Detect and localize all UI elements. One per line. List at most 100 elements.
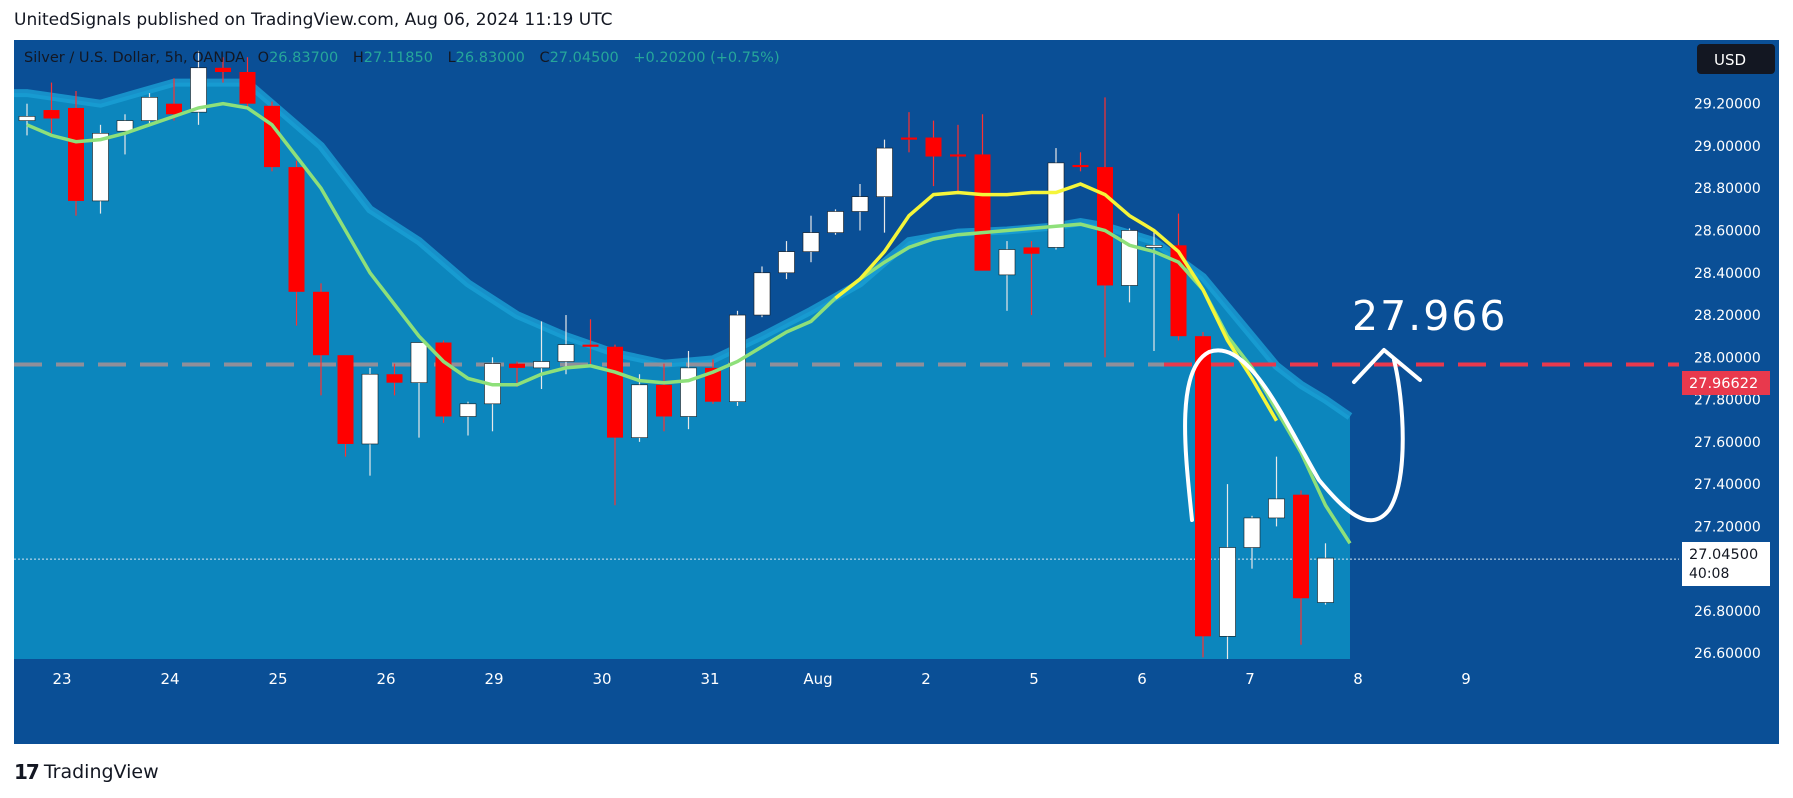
x-tick-label: 2 xyxy=(921,670,931,688)
candle-body xyxy=(18,116,36,121)
x-tick-label: 6 xyxy=(1137,670,1147,688)
x-tick-label: 9 xyxy=(1461,670,1471,688)
y-tick-label: 28.40000 xyxy=(1694,266,1761,282)
close-value: 27.04500 xyxy=(550,50,619,66)
currency-button[interactable]: USD xyxy=(1697,44,1775,74)
level-annotation: 27.966 xyxy=(1352,292,1507,340)
candle-body xyxy=(166,103,182,115)
bar-countdown: 40:08 xyxy=(1689,566,1729,582)
x-tick-label: 23 xyxy=(52,670,71,688)
last-price-tag xyxy=(1682,542,1770,586)
low-label: L xyxy=(448,50,456,66)
candle-body xyxy=(141,97,158,121)
candle-body xyxy=(901,137,917,140)
axes: 29.20000 29.00000 28.80000 28.60000 28.40000… xyxy=(14,97,1779,709)
close-label: C xyxy=(539,50,549,66)
chart-panel[interactable]: 27.966 29.20000 29.00000 28.80000 28.60000 2… xyxy=(14,40,1779,744)
candle-body xyxy=(215,67,231,72)
x-tick-label: Aug xyxy=(803,670,832,688)
candle-body xyxy=(43,110,60,119)
last-price-text: 27.04500 xyxy=(1689,547,1758,563)
candle-body xyxy=(1023,247,1040,254)
candle-body xyxy=(1268,498,1285,519)
candle-body xyxy=(680,367,697,417)
svg-text:Silver / U.S. Dollar, 5h, OAND: Silver / U.S. Dollar, 5h, OANDA O26.8370… xyxy=(24,50,780,66)
candle-body xyxy=(1072,164,1089,168)
candle-body xyxy=(533,361,550,369)
level-price-text: 27.96622 xyxy=(1689,376,1758,392)
candle-body xyxy=(1121,230,1138,286)
candle-body xyxy=(1195,336,1211,637)
publish-info: UnitedSignals published on TradingView.c… xyxy=(14,10,613,30)
x-tick-label: 7 xyxy=(1245,670,1255,688)
candle-body xyxy=(386,374,403,383)
x-tick-label: 24 xyxy=(160,670,179,688)
candle-body xyxy=(950,154,966,157)
candle-body xyxy=(264,105,280,168)
open-label: O xyxy=(258,50,269,66)
candle-body xyxy=(313,291,329,356)
candle-body xyxy=(974,154,991,271)
candle-body xyxy=(876,147,893,197)
x-tick-label: 25 xyxy=(268,670,287,688)
price-tags: 27.96622 27.04500 40:08 xyxy=(1682,371,1770,586)
candle-body xyxy=(1097,167,1113,286)
y-tick-label: 27.40000 xyxy=(1694,477,1761,493)
candle-body xyxy=(116,120,134,132)
candle-body xyxy=(337,355,354,444)
candle-body xyxy=(802,232,820,252)
symbol-name: Silver / U.S. Dollar, 5h, OANDA xyxy=(24,50,245,66)
y-tick-label: 26.60000 xyxy=(1694,646,1761,662)
x-tick-label: 5 xyxy=(1029,670,1039,688)
x-tick-label: 31 xyxy=(700,670,719,688)
y-tick-label: 27.80000 xyxy=(1694,393,1761,409)
candle-body xyxy=(1243,517,1261,548)
price-chart[interactable]: 27.966 29.2000029.0000028.8000028.600002… xyxy=(14,40,1779,744)
candle-body xyxy=(190,67,207,113)
ma-fast-line xyxy=(834,182,1279,422)
candle-body xyxy=(239,72,256,104)
candle-body xyxy=(1317,557,1334,603)
candle-body xyxy=(656,384,672,417)
candle-body xyxy=(410,342,428,383)
x-tick-label: 8 xyxy=(1353,670,1363,688)
y-tick-label: 28.60000 xyxy=(1694,224,1761,240)
candle-body xyxy=(851,196,869,212)
ma-slow-line xyxy=(26,101,1352,545)
candle-body xyxy=(753,272,771,316)
candle-body xyxy=(557,344,575,362)
y-tick-label: 27.60000 xyxy=(1694,435,1761,451)
candle-body xyxy=(827,211,844,233)
x-axis-band xyxy=(14,659,1779,709)
change-value: +0.20200 (+0.75%) xyxy=(633,50,779,66)
y-tick-label: 26.80000 xyxy=(1694,604,1761,620)
x-tick-label: 26 xyxy=(376,670,395,688)
candle-body xyxy=(68,107,84,201)
candle-body xyxy=(925,137,942,157)
projection-arrow-path xyxy=(1183,348,1405,523)
high-value: 27.11850 xyxy=(364,50,433,66)
candle-body xyxy=(288,167,305,292)
tradingview-logo-icon: 17 xyxy=(14,760,40,784)
candle-body xyxy=(778,251,795,274)
x-tick-label: 29 xyxy=(484,670,503,688)
candle-body xyxy=(509,363,525,368)
x-tick-label: 30 xyxy=(592,670,611,688)
y-tick-label: 28.00000 xyxy=(1694,350,1761,366)
tradingview-logo[interactable]: 17 TradingView xyxy=(14,760,159,784)
candle-body xyxy=(998,249,1016,276)
candle-body xyxy=(435,342,452,417)
candle-body xyxy=(607,346,623,438)
envelope-edge xyxy=(14,78,1353,420)
level-price-tag xyxy=(1682,371,1770,395)
high-label: H xyxy=(353,50,364,66)
open-value: 26.83700 xyxy=(269,50,338,66)
candle-body xyxy=(1047,162,1065,248)
y-tick-label: 28.80000 xyxy=(1694,181,1761,197)
y-tick-label: 29.00000 xyxy=(1694,139,1761,155)
y-tick-label: 29.20000 xyxy=(1694,97,1761,113)
ohlc-legend: Silver / U.S. Dollar, 5h, OANDA O26.8370… xyxy=(24,50,780,66)
candle-body xyxy=(459,403,477,417)
currency-label: USD xyxy=(1714,51,1746,69)
y-tick-label: 27.20000 xyxy=(1694,519,1761,535)
